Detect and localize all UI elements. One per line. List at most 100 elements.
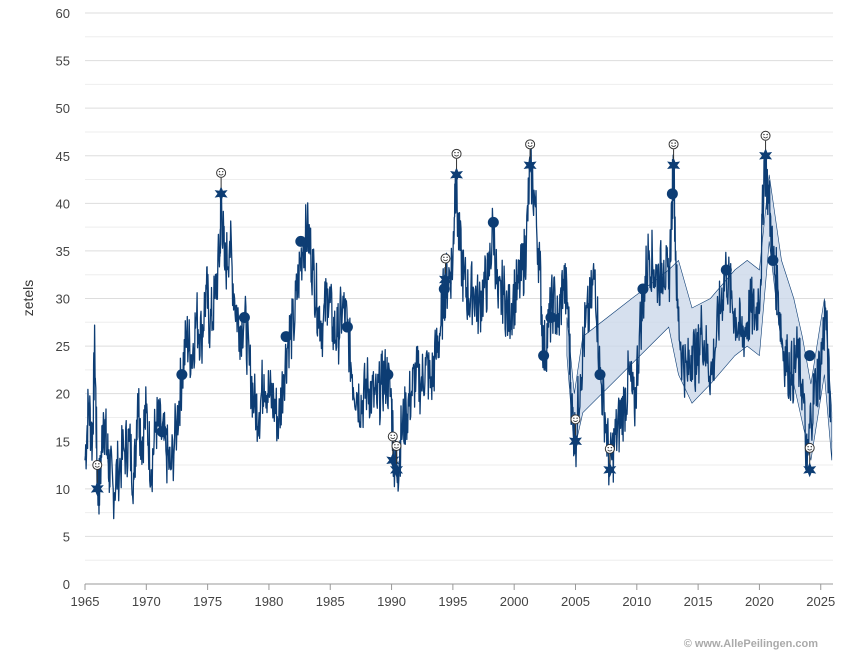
- smiley-eye: [222, 170, 224, 173]
- marker-layer: [90, 130, 817, 497]
- smiley-eye: [457, 151, 459, 154]
- series-line-layer: [84, 140, 832, 520]
- smiley-eye: [766, 133, 768, 136]
- credit-text: © www.AllePeilingen.com: [684, 638, 818, 650]
- data-point-circle: [295, 235, 307, 247]
- smiley-face: [92, 460, 103, 471]
- y-tick-label: 10: [56, 482, 70, 497]
- smiley-eye: [98, 463, 100, 465]
- data-point-circle: [538, 350, 550, 362]
- data-point-star: [390, 462, 403, 478]
- smiley-mouth: [527, 145, 533, 147]
- smiley-mouth: [572, 420, 578, 422]
- smiley-eye: [218, 170, 221, 173]
- x-tick-label: 2025: [806, 594, 835, 609]
- data-point-star: [803, 462, 817, 478]
- smiley-icon: [440, 253, 451, 264]
- range-band-layer: [566, 174, 833, 461]
- smiley-icon: [760, 130, 771, 141]
- data-point-star: [450, 167, 463, 183]
- smiley-face: [668, 139, 679, 150]
- y-tick-label: 55: [56, 54, 70, 69]
- smiley-eye: [394, 444, 396, 446]
- smiley-icon: [216, 167, 227, 178]
- smiley-mouth: [454, 154, 460, 157]
- smiley-face: [451, 148, 462, 159]
- data-point-star: [214, 186, 228, 202]
- smiley-face: [570, 414, 581, 425]
- data-point-star: [569, 433, 582, 449]
- smiley-eye: [393, 434, 396, 436]
- smiley-eye: [671, 142, 673, 144]
- data-point-circle: [767, 254, 779, 266]
- y-tick-label: 15: [56, 434, 70, 449]
- smiley-face: [525, 139, 536, 150]
- smiley-eye: [94, 463, 97, 465]
- smiley-eye: [531, 142, 533, 144]
- smiley-mouth: [807, 448, 813, 451]
- data-point-circle: [594, 369, 606, 381]
- smiley-icon: [604, 443, 615, 454]
- data-point-circle: [238, 312, 250, 324]
- smiley-mouth: [218, 173, 224, 176]
- data-point-circle: [176, 369, 188, 381]
- data-point-circle: [720, 264, 732, 276]
- smiley-mouth: [443, 259, 449, 262]
- y-tick-label: 30: [56, 292, 70, 307]
- smiley-face: [440, 253, 451, 264]
- y-tick-label: 25: [56, 339, 70, 354]
- y-tick-label: 35: [56, 244, 70, 259]
- y-tick-label: 5: [63, 529, 70, 544]
- y-tick-label: 40: [56, 196, 70, 211]
- smiley-eye: [807, 446, 809, 448]
- smiley-eye: [810, 446, 813, 448]
- data-point-circle: [382, 369, 394, 381]
- x-tick-label: 2020: [745, 594, 774, 609]
- smiley-face: [760, 130, 771, 141]
- smiley-eye: [607, 446, 609, 449]
- smiley-face: [216, 167, 227, 178]
- smiley-face: [387, 431, 398, 442]
- smiley-icon: [387, 431, 398, 442]
- data-point-star: [439, 272, 452, 287]
- data-point-star: [759, 148, 773, 164]
- smiley-eye: [446, 256, 448, 259]
- smiley-eye: [454, 151, 456, 154]
- x-tick-label: 1980: [254, 594, 283, 609]
- smiley-icon: [804, 442, 815, 453]
- smiley-mouth: [94, 465, 100, 468]
- y-tick-label: 45: [56, 149, 70, 164]
- x-tick-label: 1985: [316, 594, 345, 609]
- x-tick-label: 1965: [71, 594, 100, 609]
- smiley-face: [604, 443, 615, 454]
- data-point-star: [90, 481, 104, 497]
- smiley-icon: [570, 414, 581, 425]
- x-tick-label: 1995: [438, 594, 467, 609]
- smiley-mouth: [393, 446, 399, 449]
- data-point-circle: [156, 426, 168, 438]
- smiley-eye: [763, 133, 765, 136]
- y-tick-label: 60: [56, 6, 70, 21]
- data-point-circle: [637, 283, 649, 295]
- smiley-eye: [397, 444, 399, 446]
- smiley-mouth: [671, 145, 677, 147]
- smiley-icon: [92, 460, 103, 471]
- x-tick-label: 2015: [684, 594, 713, 609]
- smiley-eye: [576, 417, 578, 419]
- x-tick-label: 2010: [622, 594, 651, 609]
- data-point-circle: [545, 312, 557, 324]
- smiley-icon: [668, 139, 679, 150]
- data-point-circle: [341, 321, 353, 333]
- x-tick-label: 2005: [561, 594, 590, 609]
- data-point-circle: [487, 216, 499, 228]
- data-point-circle: [280, 331, 292, 343]
- y-axis-title: zetels: [20, 280, 36, 317]
- x-tick-label: 1975: [193, 594, 222, 609]
- smiley-eye: [674, 142, 676, 144]
- smiley-eye: [610, 446, 613, 449]
- smiley-mouth: [607, 449, 613, 452]
- series-line: [84, 140, 832, 520]
- smiley-mouth: [763, 136, 769, 139]
